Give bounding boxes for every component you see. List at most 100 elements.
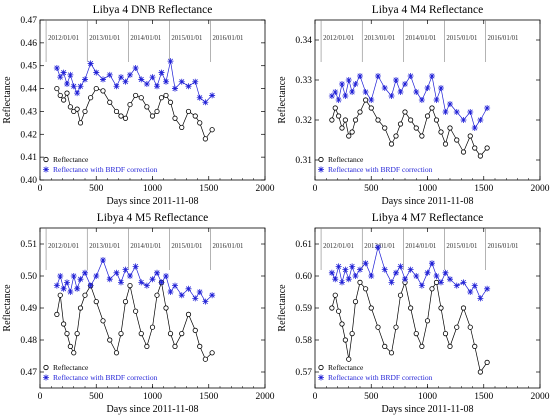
brdf-point [132,263,139,270]
reflectance-point [342,337,348,343]
year-label: 2014/01/01 [130,243,161,250]
x-tick-label: 500 [364,392,379,402]
brdf-point [460,117,467,123]
brdf-point [484,105,491,111]
brdf-point [447,101,453,107]
reflectance-point [339,125,345,131]
chart-title: Libya 4 M7 Reflectance [372,212,483,224]
brdf-point [393,77,399,83]
reflectance-point [192,113,198,119]
brdf-point [196,289,203,295]
reflectance-point [202,136,208,142]
x-tick-label: 1000 [418,392,437,402]
reflectance-point [429,286,435,292]
year-label: 2013/01/01 [89,35,120,42]
x-tick-label: 1500 [474,184,493,194]
reflectance-point [122,115,129,121]
brdf-series [53,257,216,305]
brdf-point [158,279,165,286]
reflectance-point [368,105,374,111]
brdf-point [77,276,84,283]
brdf-point [209,92,216,99]
reflectance-point [397,121,404,127]
reflectance-point [402,109,408,115]
chart-panel-m5: Libya 4 M5 Reflectance 2012/01/01 2013/01/… [2,212,275,415]
brdf-point [335,263,342,270]
brdf-point [407,266,414,273]
reflectance-point [179,331,185,337]
brdf-point [106,71,113,78]
reflectance-point [357,109,363,115]
brdf-point [100,76,106,83]
reflectance-point [349,129,355,135]
reflectance-point [368,305,374,311]
brdf-point [138,76,145,83]
reflectance-point [144,104,150,110]
brdf-point [433,97,440,103]
chart-title: Libya 4 DNB Reflectance [93,4,213,16]
reflectance-point [202,356,208,362]
reflectance-point [460,149,467,155]
brdf-point [178,78,185,85]
reflectance-point [77,120,84,126]
brdf-point [453,109,460,115]
x-tick-label: 500 [364,184,379,194]
brdf-point [70,83,77,90]
brdf-point [77,83,84,90]
reflectance-point [209,127,215,133]
reflectance-point [118,331,124,337]
x-axis-label: Days since 2011-11-08 [381,196,473,207]
reflectance-point [167,331,174,337]
legend-label-brdf: Reflectance with BRDF correction [328,373,433,382]
reflectance-point [375,117,381,123]
reflectance-point [447,343,453,349]
year-label: 2016/01/01 [212,35,243,42]
brdf-point [57,74,64,81]
reflectance-point [127,283,133,289]
brdf-series [53,58,216,106]
brdf-point [106,276,113,283]
brdf-point [424,85,431,91]
brdf-point [413,273,420,279]
brdf-point [352,81,359,87]
reflectance-point [419,343,425,349]
year-label: 2014/01/01 [130,35,161,42]
brdf-point [100,257,106,263]
reflectance-point [454,324,460,330]
brdf-point [64,279,70,286]
brdf-point [345,77,352,83]
reflectance-point [438,305,444,311]
brdf-point [318,374,324,381]
reflectance-point [460,305,467,311]
reflectance-point [107,337,113,343]
brdf-point [477,117,484,123]
reflectance-point [57,292,63,298]
brdf-point [57,273,64,279]
brdf-point [429,73,435,79]
reflectance-point [484,145,490,151]
brdf-point [397,263,404,270]
reflectance-point [442,141,449,147]
reflectance-point [54,311,60,318]
brdf-point [209,292,216,299]
x-tick-label: 500 [89,184,104,194]
x-tick-label: 0 [313,184,318,194]
legend-label-brdf: Reflectance with BRDF correction [53,373,158,382]
reflectance-point [408,117,414,123]
brdf-point [407,73,414,79]
brdf-point [154,269,160,276]
reflectance-point [100,88,106,94]
reflectance-series [329,279,490,375]
brdf-point [375,244,381,251]
brdf-point [418,97,425,103]
reflectance-point [382,343,388,349]
reflectance-point [138,95,144,101]
reflectance-point [447,125,453,131]
reflectance-point [388,141,395,147]
brdf-point [471,282,478,289]
x-tick-label: 1000 [143,184,162,194]
brdf-point [202,99,209,106]
brdf-point [172,85,178,92]
y-tick-label: 0.43 [20,107,37,117]
